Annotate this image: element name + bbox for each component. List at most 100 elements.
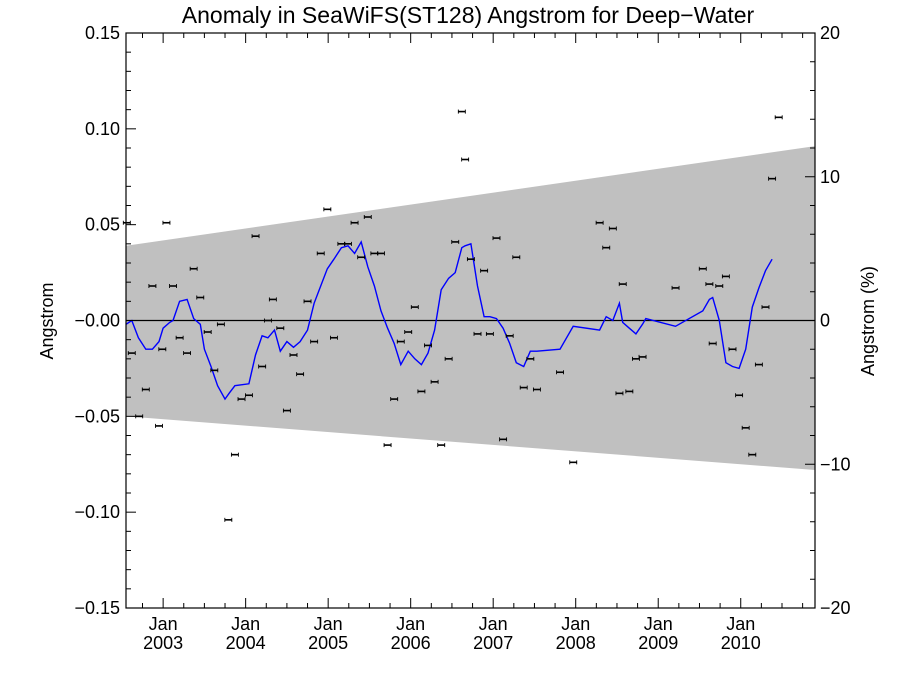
data-point <box>169 284 177 288</box>
data-point <box>748 452 757 457</box>
data-point <box>608 226 617 231</box>
y-tick-label: −0.10 <box>74 502 120 522</box>
data-point <box>363 215 372 219</box>
data-point <box>303 299 312 304</box>
data-point <box>741 425 750 430</box>
data-point <box>512 255 521 260</box>
data-point <box>122 220 131 225</box>
x-tick-month-label: Jan <box>479 614 508 634</box>
data-point <box>396 339 405 344</box>
x-tick-month-label: Jan <box>149 614 178 634</box>
data-point <box>625 389 634 394</box>
confidence-band <box>126 146 815 471</box>
data-point <box>158 347 167 352</box>
y-tick-labels: −0.15 −0.10 −0.05 −0.00 0.05 0.10 0.15 <box>74 23 120 618</box>
x-tick-month-label: Jan <box>231 614 260 634</box>
data-point <box>708 341 717 346</box>
data-point <box>532 387 541 392</box>
data-point <box>329 335 338 340</box>
x-tick-labels: Jan2003Jan2004Jan2005Jan2006Jan2007Jan20… <box>143 614 761 653</box>
data-point <box>203 330 212 334</box>
data-point <box>569 460 578 465</box>
data-point <box>768 176 777 181</box>
data-point <box>323 207 332 212</box>
data-point <box>754 362 763 367</box>
data-point <box>276 326 285 331</box>
data-point <box>492 236 501 241</box>
data-point <box>230 452 239 457</box>
data-point <box>155 423 163 428</box>
data-point <box>175 335 184 340</box>
y2-tick-label: −20 <box>820 598 851 618</box>
y2-tick-label: −10 <box>820 454 851 474</box>
data-point <box>437 443 446 448</box>
data-point <box>715 284 724 288</box>
data-point <box>258 364 267 369</box>
data-point <box>615 391 624 396</box>
data-point <box>761 305 770 310</box>
data-point <box>244 393 253 398</box>
y-tick-label: 0.10 <box>85 119 120 139</box>
y-tick-label: −0.05 <box>74 406 120 426</box>
data-point <box>638 354 647 359</box>
axis-ticks <box>126 32 815 609</box>
data-point <box>473 331 482 336</box>
y2-axis-label: Angstrom (%) <box>858 266 878 376</box>
data-point <box>296 372 305 377</box>
data-point <box>404 330 413 334</box>
data-point <box>430 379 439 384</box>
data-point <box>268 297 277 302</box>
data-point <box>251 234 260 239</box>
data-point <box>316 251 325 256</box>
data-point <box>350 220 359 225</box>
x-tick-year-label: 2008 <box>556 633 596 653</box>
x-tick-year-label: 2003 <box>143 633 183 653</box>
data-point <box>357 255 366 260</box>
band-area <box>126 146 815 471</box>
y-tick-label: 0.15 <box>85 23 120 43</box>
data-points <box>122 109 783 522</box>
data-point <box>499 437 508 442</box>
y2-tick-label: 20 <box>820 23 840 43</box>
data-point <box>224 517 233 522</box>
data-point <box>595 220 604 225</box>
data-point <box>183 351 192 356</box>
x-tick-month-label: Jan <box>561 614 590 634</box>
x-tick-year-label: 2006 <box>391 633 431 653</box>
data-point <box>602 245 611 250</box>
data-point <box>424 343 432 348</box>
y-tick-label: 0.05 <box>85 215 120 235</box>
data-point <box>698 266 707 271</box>
data-point <box>671 285 680 290</box>
data-point <box>390 397 399 402</box>
data-point <box>461 157 470 162</box>
data-point <box>618 282 627 287</box>
x-tick-year-label: 2004 <box>226 633 266 653</box>
smoothed-series-line <box>125 240 773 401</box>
data-point <box>735 393 744 398</box>
data-point <box>728 347 737 352</box>
data-point <box>466 257 475 262</box>
data-point <box>141 387 150 392</box>
data-point <box>282 408 291 413</box>
chart-title: Anomaly in SeaWiFS(ST128) Angstrom for D… <box>182 2 755 28</box>
data-point <box>444 356 453 361</box>
data-point <box>196 295 205 300</box>
data-point <box>721 274 730 279</box>
data-point <box>383 443 392 448</box>
data-point <box>526 356 535 361</box>
data-point <box>410 305 419 310</box>
data-point <box>127 351 136 356</box>
data-point <box>148 284 157 288</box>
data-point <box>485 331 494 336</box>
data-point <box>505 333 514 338</box>
data-point <box>457 109 466 114</box>
data-point <box>263 318 272 323</box>
data-point <box>216 322 225 327</box>
data-point <box>480 268 489 273</box>
data-point <box>344 241 352 246</box>
x-tick-month-label: Jan <box>726 614 755 634</box>
y2-tick-label: 0 <box>820 311 830 331</box>
y2-tick-labels: −20 −10 0 10 20 <box>820 23 851 618</box>
